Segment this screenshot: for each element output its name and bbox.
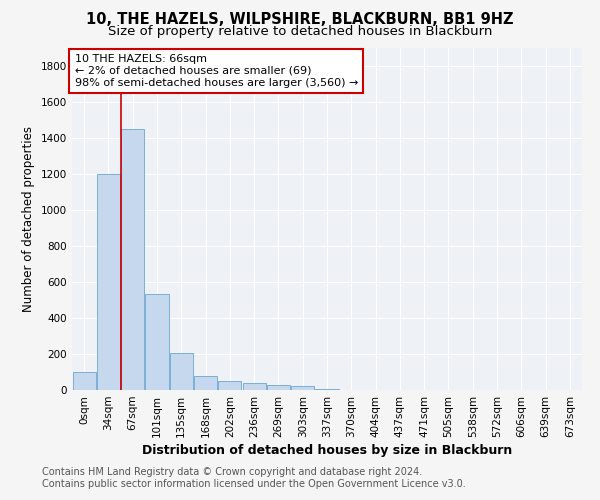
Text: 10 THE HAZELS: 66sqm
← 2% of detached houses are smaller (69)
98% of semi-detach: 10 THE HAZELS: 66sqm ← 2% of detached ho…: [74, 54, 358, 88]
Bar: [97, 174, 120, 390]
Bar: [218, 381, 241, 390]
Text: 10, THE HAZELS, WILPSHIRE, BLACKBURN, BB1 9HZ: 10, THE HAZELS, WILPSHIRE, BLACKBURN, BB…: [86, 12, 514, 28]
Bar: [194, 376, 217, 390]
Bar: [316, 389, 338, 390]
Text: Size of property relative to detached houses in Blackburn: Size of property relative to detached ho…: [108, 25, 492, 38]
Bar: [73, 372, 95, 390]
Text: Contains HM Land Registry data © Crown copyright and database right 2024.
Contai: Contains HM Land Registry data © Crown c…: [42, 468, 466, 489]
Bar: [121, 128, 144, 390]
Bar: [242, 383, 266, 390]
Bar: [145, 294, 169, 390]
X-axis label: Distribution of detached houses by size in Blackburn: Distribution of detached houses by size …: [142, 444, 512, 457]
Y-axis label: Number of detached properties: Number of detached properties: [22, 126, 35, 312]
Bar: [170, 353, 193, 390]
Bar: [291, 386, 314, 390]
Bar: [267, 384, 290, 390]
